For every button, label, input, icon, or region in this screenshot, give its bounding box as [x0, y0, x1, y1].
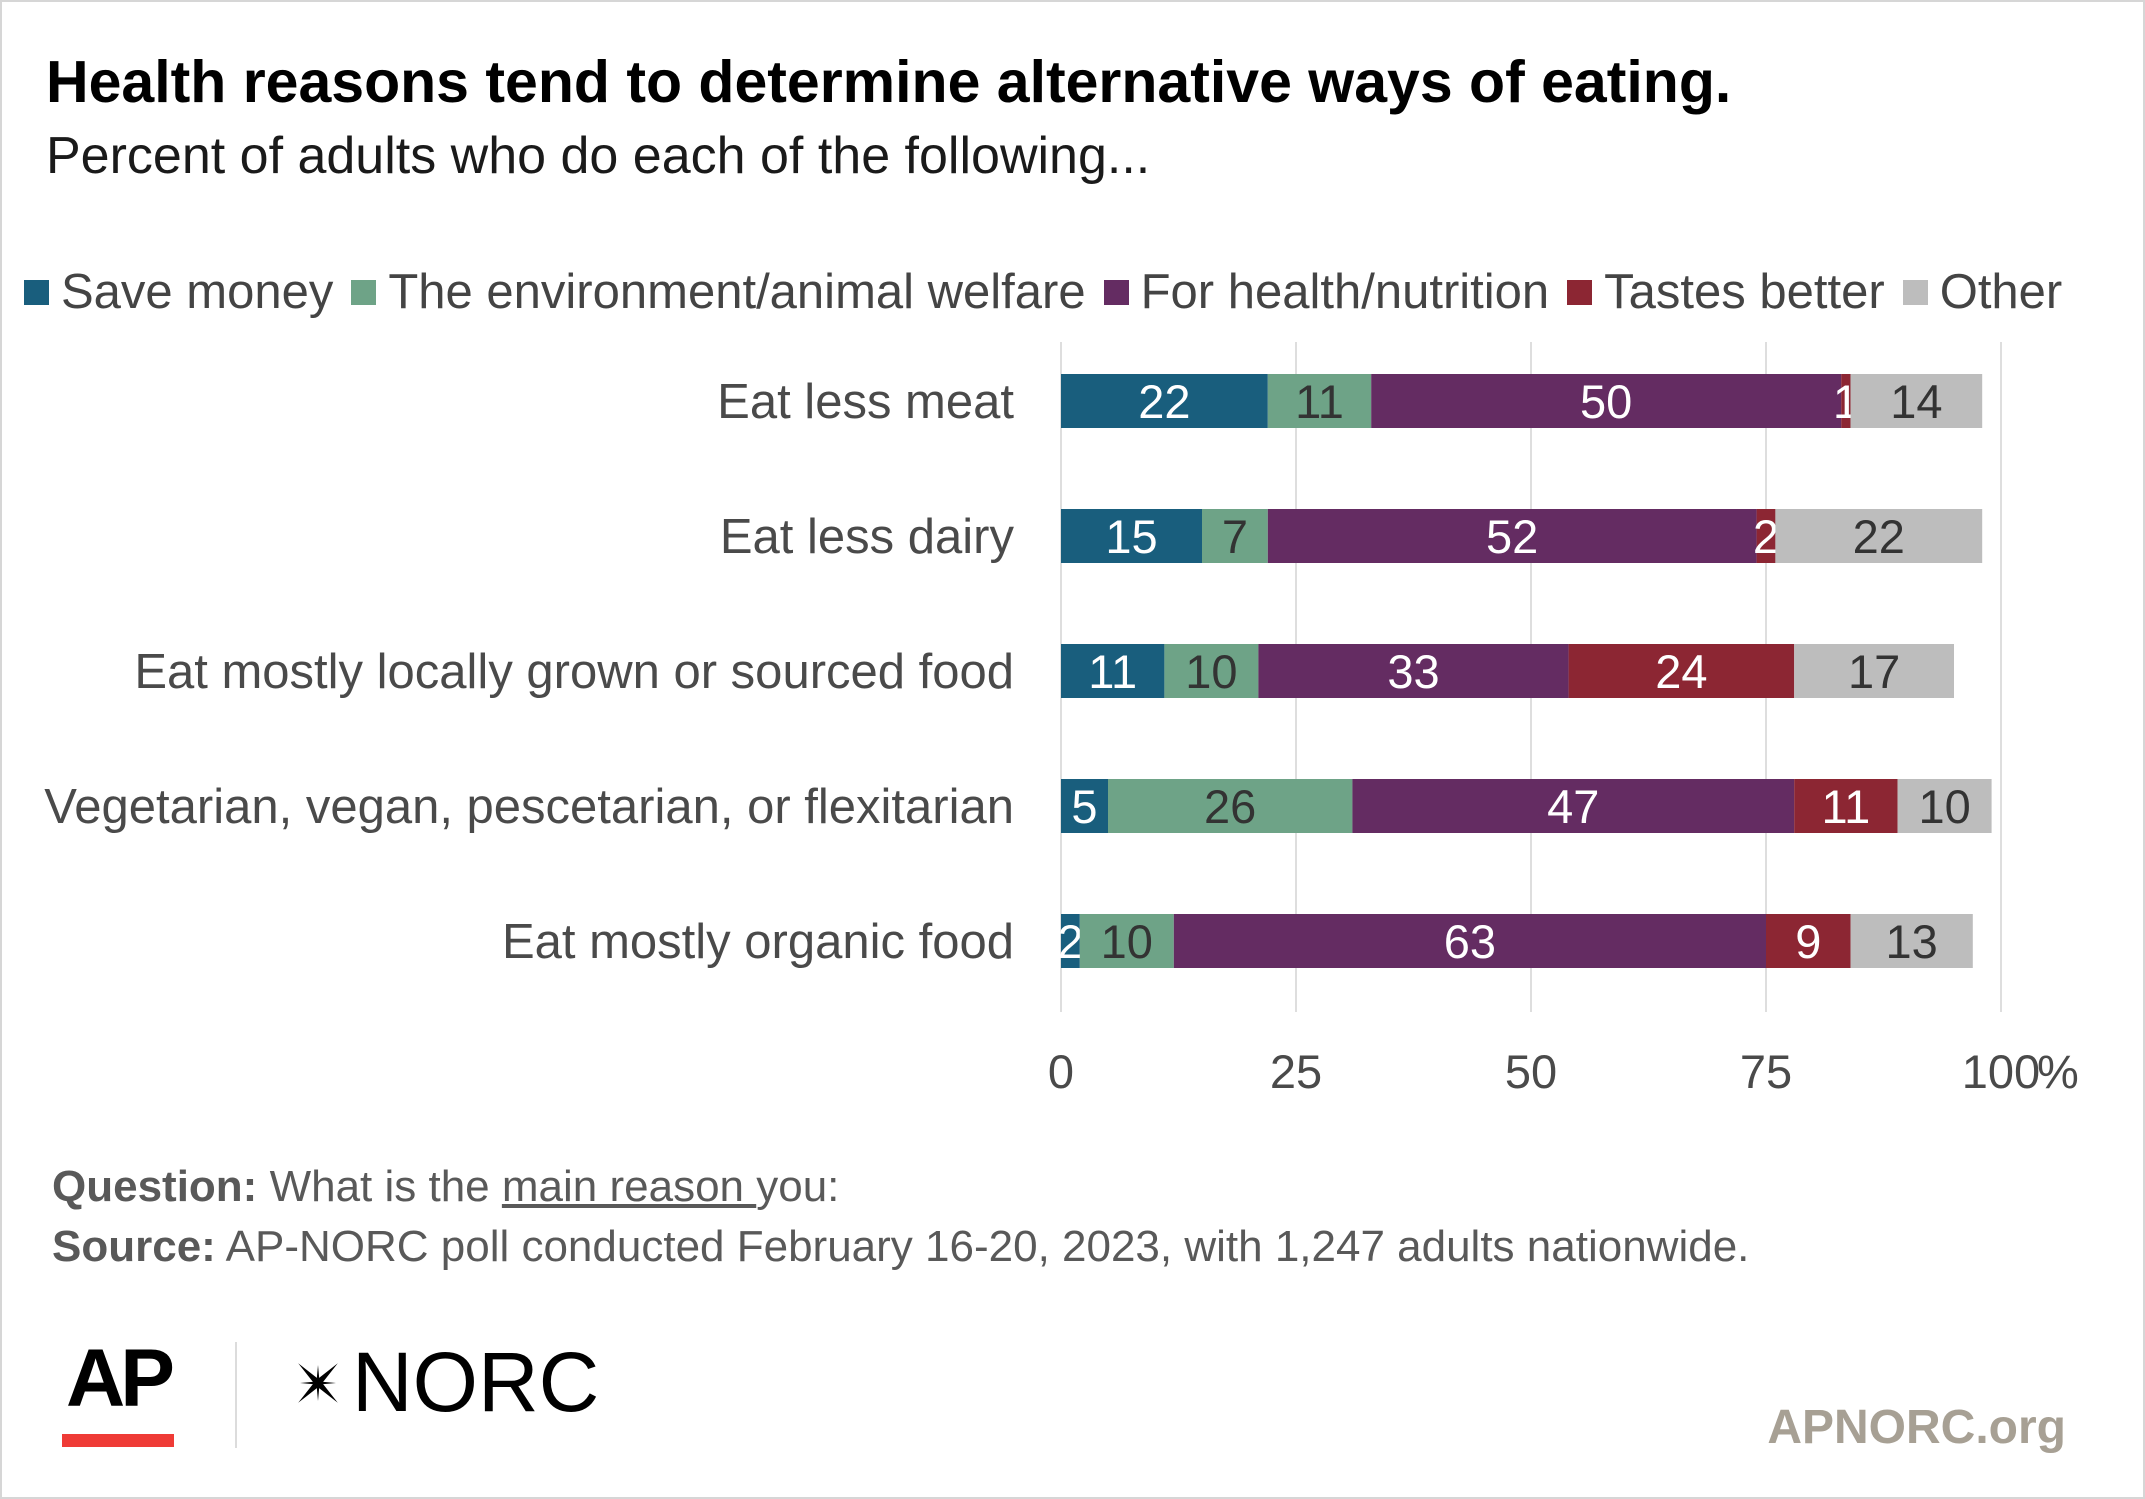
- legend-item-tastes-better: Tastes better: [1567, 264, 1885, 320]
- chart-title: Health reasons tend to determine alterna…: [46, 49, 1732, 115]
- source-note: Source: AP-NORC poll conducted February …: [52, 1222, 1749, 1272]
- legend-label: Other: [1939, 265, 2063, 319]
- source-label: Source:: [52, 1222, 216, 1271]
- question-note: Question: What is the main reason you:: [52, 1162, 839, 1212]
- bar-segment-other: [1850, 374, 1983, 428]
- bar-segment-the-environment-animal-welfare: [1164, 644, 1259, 698]
- bar-segment-tastes-better: [1756, 509, 1776, 563]
- category-label: Eat mostly locally grown or sourced food: [134, 645, 1014, 699]
- data-label-save-money: 22: [1138, 375, 1190, 428]
- data-label-for-health-nutrition: 63: [1444, 915, 1496, 968]
- data-label-for-health-nutrition: 50: [1580, 375, 1632, 428]
- bar-segment-tastes-better: [1568, 644, 1795, 698]
- legend-item-save-money: Save money: [24, 264, 333, 320]
- legend-swatch: [1103, 279, 1129, 305]
- data-label-tastes-better: 24: [1655, 645, 1707, 698]
- x-tick-label: 50: [1505, 1045, 1557, 1098]
- legend-swatch: [24, 279, 49, 305]
- data-label-other: 13: [1886, 915, 1938, 968]
- bar-segment-the-environment-animal-welfare: [1267, 374, 1372, 428]
- data-label-the-environment-animal-welfare: 11: [1295, 375, 1344, 428]
- data-label-other: 22: [1853, 510, 1905, 563]
- bar-segment-other: [1850, 914, 1973, 968]
- bar-segment-for-health-nutrition: [1352, 779, 1795, 833]
- legend-label: For health/nutrition: [1140, 265, 1550, 319]
- legend-label: The environment/animal welfare: [388, 265, 1086, 319]
- legend-swatch: [1567, 279, 1593, 305]
- ap-logo-underline: [62, 1434, 174, 1447]
- bar-segment-other: [1897, 779, 1992, 833]
- data-label-the-environment-animal-welfare: 10: [1185, 645, 1237, 698]
- data-label-tastes-better: 2: [1753, 510, 1779, 563]
- bar-segment-for-health-nutrition: [1371, 374, 1842, 428]
- data-label-the-environment-animal-welfare: 26: [1204, 780, 1256, 833]
- data-label-save-money: 15: [1105, 510, 1157, 563]
- data-label-other: 14: [1890, 375, 1942, 428]
- bar-segment-save-money: [1061, 779, 1108, 833]
- data-label-the-environment-animal-welfare: 7: [1222, 510, 1248, 563]
- bar-segment-save-money: [1061, 914, 1080, 968]
- bar-segment-tastes-better: [1794, 779, 1898, 833]
- norc-logo-text: NORC: [352, 1335, 600, 1429]
- data-label-save-money: 5: [1071, 780, 1097, 833]
- x-tick-label: 100: [1962, 1045, 2040, 1098]
- legend-item-for-health-nutrition: For health/nutrition: [1103, 264, 1550, 320]
- legend-swatch: [1902, 279, 1928, 305]
- bar-segment-for-health-nutrition: [1267, 509, 1757, 563]
- category-label: Eat mostly organic food: [502, 915, 1014, 969]
- chart-legend: Save money The environment/animal welfare…: [24, 262, 2080, 322]
- norc-star-icon: [298, 1362, 338, 1403]
- legend-label: Save money: [61, 265, 334, 319]
- logo-divider: [235, 1342, 237, 1448]
- category-label: Eat less dairy: [720, 510, 1015, 564]
- category-label: Eat less meat: [717, 375, 1014, 429]
- data-label-the-environment-animal-welfare: 10: [1101, 915, 1153, 968]
- bar-segment-tastes-better: [1766, 914, 1851, 968]
- bar-segment-the-environment-animal-welfare: [1202, 509, 1268, 563]
- chart-subtitle: Percent of adults who do each of the fol…: [46, 127, 1151, 185]
- source-text: AP-NORC poll conducted February 16-20, 2…: [225, 1222, 1750, 1271]
- data-label-other: 10: [1918, 780, 1970, 833]
- data-label-for-health-nutrition: 47: [1547, 780, 1599, 833]
- bar-segment-for-health-nutrition: [1258, 644, 1569, 698]
- data-label-for-health-nutrition: 52: [1486, 510, 1538, 563]
- bar-segment-the-environment-animal-welfare: [1079, 914, 1174, 968]
- bar-segment-save-money: [1061, 374, 1268, 428]
- x-axis-unit: %: [2037, 1045, 2079, 1098]
- data-label-for-health-nutrition: 33: [1387, 645, 1439, 698]
- data-label-save-money: 2: [1057, 915, 1083, 968]
- legend-item-other: Other: [1902, 264, 2063, 320]
- question-emphasis: main reason: [501, 1162, 757, 1211]
- website-link[interactable]: APNORC.org: [1767, 1401, 2066, 1454]
- question-label: Question:: [52, 1162, 258, 1211]
- legend-swatch: [351, 279, 377, 305]
- legend-label: Tastes better: [1604, 265, 1885, 319]
- question-suffix: you:: [756, 1162, 840, 1211]
- bar-segment-save-money: [1061, 509, 1202, 563]
- norc-logo: NORC: [286, 1334, 599, 1431]
- bar-segment-tastes-better: [1841, 374, 1851, 428]
- x-tick-label: 25: [1270, 1045, 1322, 1098]
- category-label: Vegetarian, vegan, pescetarian, or flexi…: [44, 780, 1014, 834]
- bar-segment-other: [1775, 509, 1983, 563]
- data-label-tastes-better: 9: [1795, 915, 1821, 968]
- bar-segment-other: [1794, 644, 1954, 698]
- x-tick-label: 0: [1048, 1045, 1074, 1098]
- question-prefix: What is the: [269, 1162, 502, 1211]
- data-label-other: 17: [1848, 645, 1900, 698]
- data-label-save-money: 11: [1088, 645, 1137, 698]
- data-label-tastes-better: 11: [1822, 780, 1871, 833]
- bar-segment-for-health-nutrition: [1173, 914, 1766, 968]
- bar-segment-save-money: [1061, 644, 1165, 698]
- x-tick-label: 75: [1740, 1045, 1792, 1098]
- legend-item-the-environment-animal-welfare: The environment/animal welfare: [351, 264, 1086, 320]
- ap-logo: AP: [66, 1333, 175, 1424]
- bar-segment-the-environment-animal-welfare: [1108, 779, 1353, 833]
